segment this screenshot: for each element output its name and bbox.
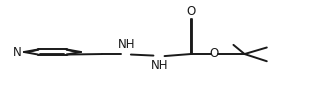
Text: N: N [13,46,22,58]
Text: O: O [187,5,196,18]
Text: NH: NH [118,38,135,51]
Text: O: O [210,46,219,59]
Text: NH: NH [151,59,168,72]
